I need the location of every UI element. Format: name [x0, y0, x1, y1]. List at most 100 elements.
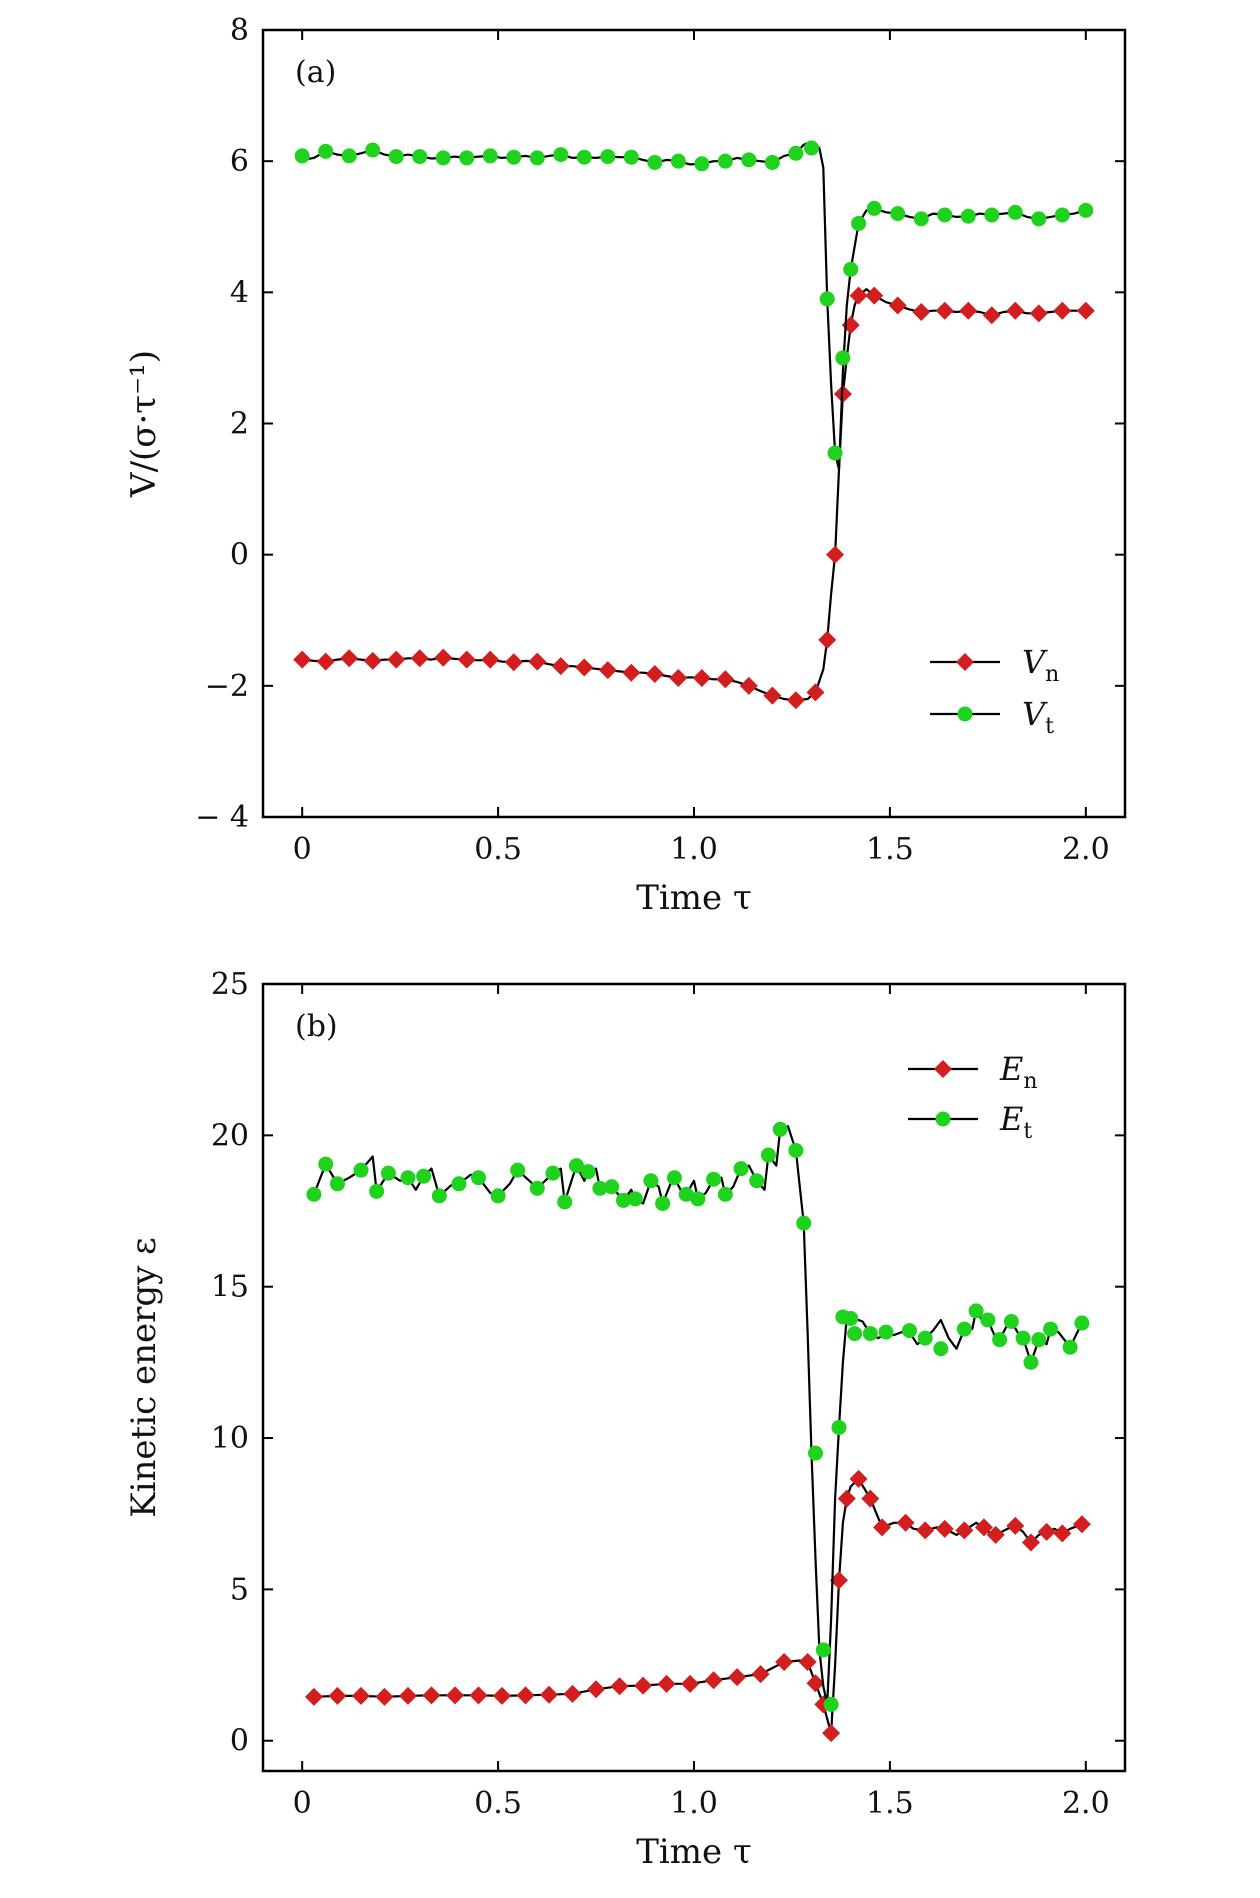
data-point [634, 1676, 653, 1695]
data-point [528, 652, 547, 671]
series-Et [306, 1121, 1090, 1712]
data-point [431, 1188, 447, 1204]
data-point [493, 1686, 512, 1705]
data-point [294, 148, 310, 164]
data-point [1023, 1354, 1039, 1370]
data-point [647, 154, 663, 170]
x-tick-label: 2.0 [1062, 1786, 1110, 1821]
legend-marker [957, 706, 973, 722]
data-point [557, 1194, 573, 1210]
data-point [849, 286, 868, 305]
data-point [412, 149, 428, 165]
y-tick-label: 2 [230, 407, 249, 442]
data-point [772, 1121, 788, 1137]
data-point [604, 1179, 620, 1195]
series-line [312, 1125, 1083, 1706]
data-point [471, 1170, 486, 1186]
data-point [807, 1445, 823, 1461]
data-point [847, 1326, 863, 1342]
data-point [788, 145, 804, 161]
data-point [861, 1489, 880, 1508]
data-point [763, 686, 782, 705]
y-tick-label: −2 [205, 669, 249, 704]
data-point [469, 1686, 488, 1705]
data-point [837, 1489, 856, 1508]
data-point [666, 1170, 682, 1186]
data-point [459, 150, 475, 166]
data-point [643, 1173, 659, 1189]
y-tick-label: 4 [230, 275, 249, 310]
data-point [380, 1165, 396, 1181]
data-point [804, 140, 820, 156]
y-tick-label: 15 [211, 1270, 249, 1305]
data-point [600, 149, 616, 165]
data-point [553, 147, 569, 163]
data-point [516, 1686, 535, 1705]
data-point [955, 1521, 974, 1540]
y-tick-label: 8 [230, 13, 249, 48]
data-point [733, 1161, 749, 1177]
x-axis-label: Time τ [636, 1832, 752, 1872]
data-point [815, 1642, 831, 1658]
data-point [982, 306, 1001, 325]
data-point [598, 661, 617, 680]
data-point [318, 1156, 334, 1172]
data-point [490, 1188, 506, 1204]
data-point [986, 1525, 1005, 1544]
data-point [622, 663, 641, 682]
data-point [843, 261, 859, 277]
y-tick-label: 20 [211, 1118, 249, 1153]
data-point [1053, 301, 1072, 320]
data-point [504, 653, 523, 672]
data-point [655, 1195, 671, 1211]
data-point [457, 650, 476, 669]
data-point [623, 149, 639, 165]
data-point [888, 296, 907, 315]
panel-a: 0 0.5 1.0 1.5 2.0 − 4 −2 0 2 4 6 8 Time τ V/(σ·τ⁻¹) (a… [124, 13, 1127, 918]
data-point [822, 1724, 841, 1743]
y-tick-label: 10 [211, 1421, 249, 1456]
data-point [529, 150, 545, 166]
x-tick-label: 0 [293, 832, 312, 867]
data-point [741, 152, 757, 168]
data-point [506, 149, 522, 165]
data-point [788, 1142, 804, 1158]
data-point [529, 1180, 545, 1196]
data-point [980, 1312, 996, 1328]
data-point [1003, 1314, 1019, 1330]
data-point [563, 1684, 582, 1703]
legend-label: Vt [1022, 695, 1054, 739]
data-point [968, 1303, 984, 1319]
data-point [835, 350, 851, 366]
data-point [960, 208, 976, 224]
data-point [1015, 1330, 1031, 1346]
data-point [1076, 301, 1095, 320]
data-point [878, 1324, 894, 1340]
data-point [568, 1158, 584, 1174]
data-point [363, 651, 382, 670]
data-point [365, 142, 381, 158]
data-point [851, 215, 867, 231]
data-point [551, 657, 570, 676]
data-point [694, 156, 710, 172]
data-point [435, 150, 451, 166]
y-tick-label: 0 [230, 1724, 249, 1759]
data-point [890, 206, 906, 222]
data-point [375, 1687, 394, 1706]
data-point [704, 1671, 723, 1690]
data-point [798, 1653, 817, 1672]
data-point [829, 1571, 848, 1590]
data-point [580, 1164, 596, 1180]
legend-label: Et [999, 1100, 1032, 1144]
data-point [304, 1687, 323, 1706]
data-point [866, 200, 882, 216]
data-point [388, 149, 404, 165]
data-point [706, 1171, 722, 1187]
series-Vn [293, 286, 1095, 710]
data-point [1021, 1533, 1040, 1552]
data-point [913, 211, 929, 227]
data-point [1031, 211, 1047, 227]
x-tick-label: 1.5 [866, 832, 914, 867]
data-point [293, 650, 312, 669]
